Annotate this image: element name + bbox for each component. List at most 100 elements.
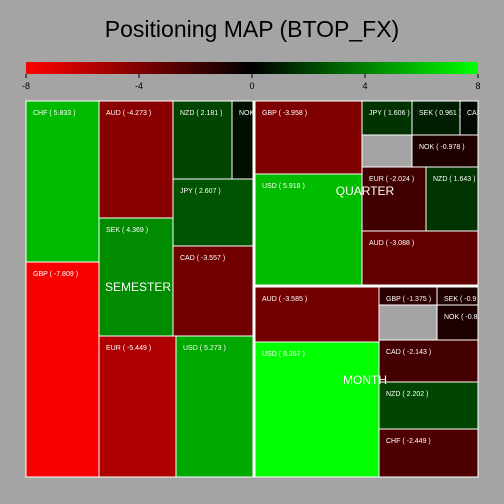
treemap-cell-label: CAD ( -2.143 ) bbox=[386, 349, 431, 356]
cell-value: 5.273 bbox=[204, 345, 222, 352]
treemap-cell-rect bbox=[172, 100, 233, 180]
treemap-cell-semester-jpy: JPY ( 2.607 ) bbox=[172, 178, 254, 247]
group-labels: SEMESTER QUARTER MONTH bbox=[105, 101, 478, 477]
treemap-cell-rect bbox=[361, 100, 413, 136]
treemap-cell-label: USD ( 5.273 ) bbox=[183, 345, 226, 352]
cell-value: 0.961 bbox=[439, 110, 457, 117]
cell-currency: SEK bbox=[444, 296, 458, 303]
treemap-cell-label: CHF ( -2.449 ) bbox=[386, 438, 431, 445]
treemap-cell-label: GBP ( -7.809 ) bbox=[33, 271, 78, 278]
treemap-cell-label: CAD ( -3.557 ) bbox=[180, 255, 225, 262]
cell-currency: JPY bbox=[369, 110, 382, 117]
chart-title: Positioning MAP (BTOP_FX) bbox=[104, 16, 400, 42]
treemap-cell-label: GBP ( -1.375 ) bbox=[386, 296, 431, 303]
treemap-cell-rect bbox=[254, 341, 380, 478]
color-scale-legend: -8 -4 0 4 8 bbox=[22, 62, 481, 91]
treemap-cell-rect bbox=[411, 134, 479, 168]
cell-currency: AUD bbox=[369, 240, 384, 247]
treemap-cell-rect bbox=[172, 178, 254, 247]
treemap-cell-quarter-nzd: NZD ( 1.643 ) bbox=[425, 166, 479, 232]
treemap-cell-semester-sek: SEK ( 4.369 ) bbox=[98, 217, 174, 337]
scale-tick-label: -8 bbox=[22, 81, 30, 91]
treemap-cell-label: NZD ( 1.643 ) bbox=[433, 176, 475, 183]
treemap-cell-month-sek: SEK ( -0.9 ) bbox=[436, 286, 479, 306]
treemap-cell-rect bbox=[378, 428, 479, 478]
treemap-cell-semester-gbp: GBP ( -7.809 ) bbox=[25, 261, 100, 478]
treemap-cell-label: AUD ( -3.088 ) bbox=[369, 240, 414, 247]
treemap-cell-rect bbox=[254, 100, 363, 175]
treemap-cell-label: GBP ( -3.958 ) bbox=[262, 110, 307, 117]
treemap-cell-label: USD ( 8.357 ) bbox=[262, 351, 305, 358]
cell-value: 2.202 bbox=[407, 391, 425, 398]
treemap-cell-month-cad: CAD ( -2.143 ) bbox=[378, 339, 479, 383]
treemap-cell-semester-nzd: NZD ( 2.181 ) bbox=[172, 100, 233, 180]
cell-currency: NOK bbox=[444, 314, 460, 321]
treemap-cell-quarter-nok: NOK ( -0.978 ) bbox=[411, 134, 479, 168]
treemap-cell-label: CAD ( 0.3 ) bbox=[467, 110, 502, 117]
treemap-cell-rect bbox=[25, 100, 100, 263]
cell-value: -2.449 bbox=[407, 438, 427, 445]
treemap-cell-rect bbox=[378, 339, 479, 383]
cell-value: -3.585 bbox=[283, 296, 303, 303]
treemap-cell-month-usd: USD ( 8.357 ) bbox=[254, 341, 380, 478]
treemap-cell-label: NOK ( -0.89 ) bbox=[444, 314, 486, 321]
cell-currency: NOK bbox=[239, 110, 255, 117]
cell-currency: NOK bbox=[419, 144, 435, 151]
cell-currency: CAD bbox=[180, 255, 195, 262]
treemap-cell-month-chf: CHF ( -2.449 ) bbox=[378, 428, 479, 478]
cell-value: 1.643 bbox=[454, 176, 472, 183]
treemap-cell-rect bbox=[459, 100, 479, 136]
cell-currency: CAD bbox=[386, 349, 401, 356]
treemap-cell-label: AUD ( -3.585 ) bbox=[262, 296, 307, 303]
treemap-cell-label: NZD ( 2.181 ) bbox=[180, 110, 222, 117]
treemap-cell-label: NOK ( 0.5 ) bbox=[239, 110, 274, 117]
cell-value: -0.9 bbox=[464, 296, 476, 303]
treemap-cell-month-aud: AUD ( -3.585 ) bbox=[254, 286, 380, 343]
treemap-cell-label: USD ( 5.918 ) bbox=[262, 183, 305, 190]
treemap-cell-quarter-gbp: GBP ( -3.958 ) bbox=[254, 100, 363, 175]
treemap-cell-rect bbox=[175, 335, 254, 478]
treemap-cell-label: NZD ( 2.202 ) bbox=[386, 391, 428, 398]
cell-currency: JPY bbox=[180, 188, 193, 195]
treemap-cell-month-gbp: GBP ( -1.375 ) bbox=[378, 286, 438, 306]
cell-currency: SEK bbox=[106, 227, 120, 234]
cell-value: -0.978 bbox=[440, 144, 460, 151]
treemap-cell-rect bbox=[378, 381, 479, 430]
treemap-cell-rect bbox=[25, 261, 100, 478]
cell-value: -2.024 bbox=[390, 176, 410, 183]
cell-currency: NZD bbox=[433, 176, 447, 183]
group-label-semester: SEMESTER bbox=[105, 280, 171, 294]
cell-currency: AUD bbox=[106, 110, 121, 117]
treemap-cell-rect bbox=[98, 335, 177, 478]
cell-currency: EUR bbox=[106, 345, 121, 352]
cell-currency: CAD bbox=[467, 110, 482, 117]
cell-currency: CHF bbox=[33, 110, 47, 117]
treemap-cell-rect bbox=[425, 166, 479, 232]
cell-value: -7.809 bbox=[54, 271, 74, 278]
cell-value: 5.833 bbox=[54, 110, 72, 117]
treemap-cell-rect bbox=[436, 304, 479, 341]
cell-value: 1.606 bbox=[388, 110, 406, 117]
scale-tick-label: 4 bbox=[362, 81, 367, 91]
cell-currency: USD bbox=[262, 183, 277, 190]
scale-tick-label: -4 bbox=[135, 81, 143, 91]
treemap-cell-quarter-eur: EUR ( -2.024 ) bbox=[361, 166, 427, 232]
treemap-cell-semester-eur: EUR ( -5.449 ) bbox=[98, 335, 177, 478]
cell-value: 0.3 bbox=[488, 110, 498, 117]
cell-currency: NZD bbox=[180, 110, 194, 117]
treemap-cell-rect bbox=[98, 100, 174, 219]
treemap-cell-rect bbox=[172, 245, 254, 337]
treemap-cell-semester-aud: AUD ( -4.273 ) bbox=[98, 100, 174, 219]
group-label-month: MONTH bbox=[343, 373, 387, 387]
cell-currency: SEK bbox=[419, 110, 433, 117]
treemap-cell-rect bbox=[254, 173, 363, 286]
treemap-cell-label: CHF ( 5.833 ) bbox=[33, 110, 75, 117]
cell-value: 8.357 bbox=[283, 351, 301, 358]
cell-value: -5.449 bbox=[127, 345, 147, 352]
cell-value: -0.89 bbox=[465, 314, 481, 321]
treemap-cell-semester-usd: USD ( 5.273 ) bbox=[175, 335, 254, 478]
treemap-cell-semester-cad: CAD ( -3.557 ) bbox=[172, 245, 254, 337]
cell-currency: GBP bbox=[262, 110, 277, 117]
treemap-cell-label: AUD ( -4.273 ) bbox=[106, 110, 151, 117]
